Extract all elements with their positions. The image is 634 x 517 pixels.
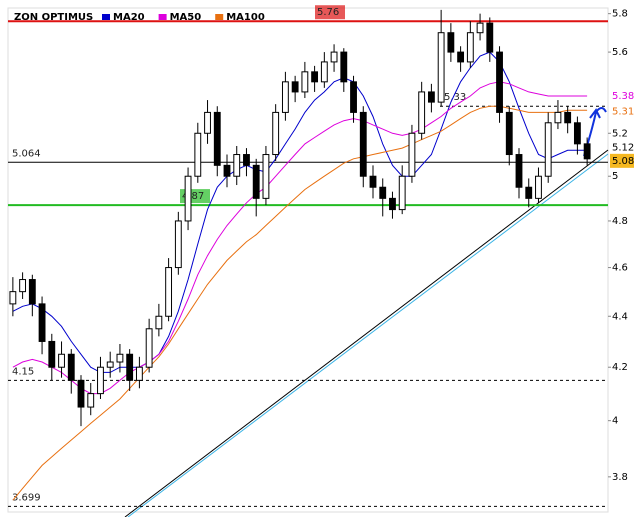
y-tick-label: 5 <box>612 171 618 182</box>
candle-body <box>281 81 289 113</box>
candle-body <box>437 32 445 103</box>
ma-line <box>12 81 588 395</box>
arrow <box>595 107 607 113</box>
level-label: 4.87 <box>182 191 204 202</box>
y-tick-label: 4 <box>612 416 618 427</box>
candle-body <box>126 353 134 381</box>
candle-body <box>67 353 75 381</box>
y-tick-label: 4.8 <box>612 216 628 227</box>
candle-body <box>573 122 581 145</box>
y-tick-label: 3.8 <box>612 472 628 483</box>
trendline <box>124 149 609 517</box>
candle-body <box>583 143 591 160</box>
candle-body <box>330 51 338 63</box>
y-tick-label: 4.2 <box>612 362 628 373</box>
level-label: 5.33 <box>444 92 466 103</box>
legend-label: MA50 <box>170 12 202 23</box>
candle-body <box>155 315 163 330</box>
level-label: 5.064 <box>12 148 41 159</box>
y-tick-label: 5.6 <box>612 47 628 58</box>
candle-body <box>291 81 299 93</box>
candle-body <box>135 366 143 381</box>
candle-body <box>369 175 377 188</box>
candle-body <box>48 340 56 368</box>
candle-body <box>359 111 367 177</box>
y-tick-label: 4.6 <box>612 263 628 274</box>
legend-swatch <box>158 14 167 20</box>
last-value-label: 5.31 <box>612 106 634 117</box>
candle-body <box>145 328 153 368</box>
candle-body <box>9 291 17 305</box>
level-label-box <box>315 5 345 20</box>
candle-body <box>535 175 542 199</box>
candle-body <box>233 154 241 177</box>
last-value-box <box>610 153 634 168</box>
candle-body <box>554 111 562 124</box>
candle-body <box>525 186 533 199</box>
candle-body <box>262 154 270 199</box>
candle-body <box>174 220 182 269</box>
candle-body <box>87 393 95 408</box>
candle-body <box>320 61 328 83</box>
chart-title: ZON OPTIMUS <box>14 12 93 23</box>
level-label: 4.15 <box>12 366 34 377</box>
candle-body <box>116 353 124 363</box>
candle-body <box>58 353 65 368</box>
last-value-label: 5.38 <box>612 91 634 102</box>
candle-body <box>544 122 552 177</box>
legend-label: MA100 <box>226 12 265 23</box>
candle-body <box>97 366 104 395</box>
level-label: 5.76 <box>317 7 339 18</box>
last-value-label: 5.12 <box>612 142 634 153</box>
candle-body <box>28 279 36 305</box>
candle-body <box>389 197 396 211</box>
candle-body <box>184 175 192 222</box>
candle-body <box>243 154 250 166</box>
candle-body <box>457 51 465 63</box>
candle-body <box>77 379 85 408</box>
candle-body <box>194 132 202 177</box>
candle-body <box>379 186 387 199</box>
candle-body <box>486 22 494 53</box>
candle-body <box>301 71 309 93</box>
candle-body <box>515 154 523 188</box>
ma-line <box>12 105 588 501</box>
candle-body <box>408 132 416 177</box>
candle-body <box>223 164 231 177</box>
candle-body <box>427 91 435 103</box>
trendline <box>127 153 609 517</box>
legend-swatch <box>102 14 110 20</box>
candle-body <box>19 279 27 293</box>
candle-body <box>505 111 513 156</box>
y-tick-label: 4.4 <box>612 311 628 322</box>
legend-label: MA20 <box>113 12 145 23</box>
y-tick-label: 5.8 <box>612 9 628 20</box>
candle-body <box>476 22 484 34</box>
candle-body <box>213 111 221 166</box>
candle-body <box>38 303 46 342</box>
candle-body <box>564 111 572 124</box>
candle-body <box>398 175 406 211</box>
candle-body <box>340 51 348 83</box>
y-tick-label: 5.2 <box>612 128 628 139</box>
candle-body <box>311 71 319 83</box>
candle-body <box>106 361 114 368</box>
candle-body <box>252 164 260 199</box>
last-value-label: 5.08 <box>612 156 634 167</box>
candle-body <box>447 32 455 53</box>
level-label: 3.699 <box>12 492 41 503</box>
candle-body <box>272 111 280 156</box>
candle-body <box>496 51 503 113</box>
ma-line <box>12 51 588 373</box>
candle-body <box>418 91 426 134</box>
candle-body <box>350 81 357 113</box>
legend-swatch <box>215 14 224 20</box>
candle-body <box>165 267 173 317</box>
candle-body <box>204 111 211 134</box>
candle-body <box>466 32 474 63</box>
